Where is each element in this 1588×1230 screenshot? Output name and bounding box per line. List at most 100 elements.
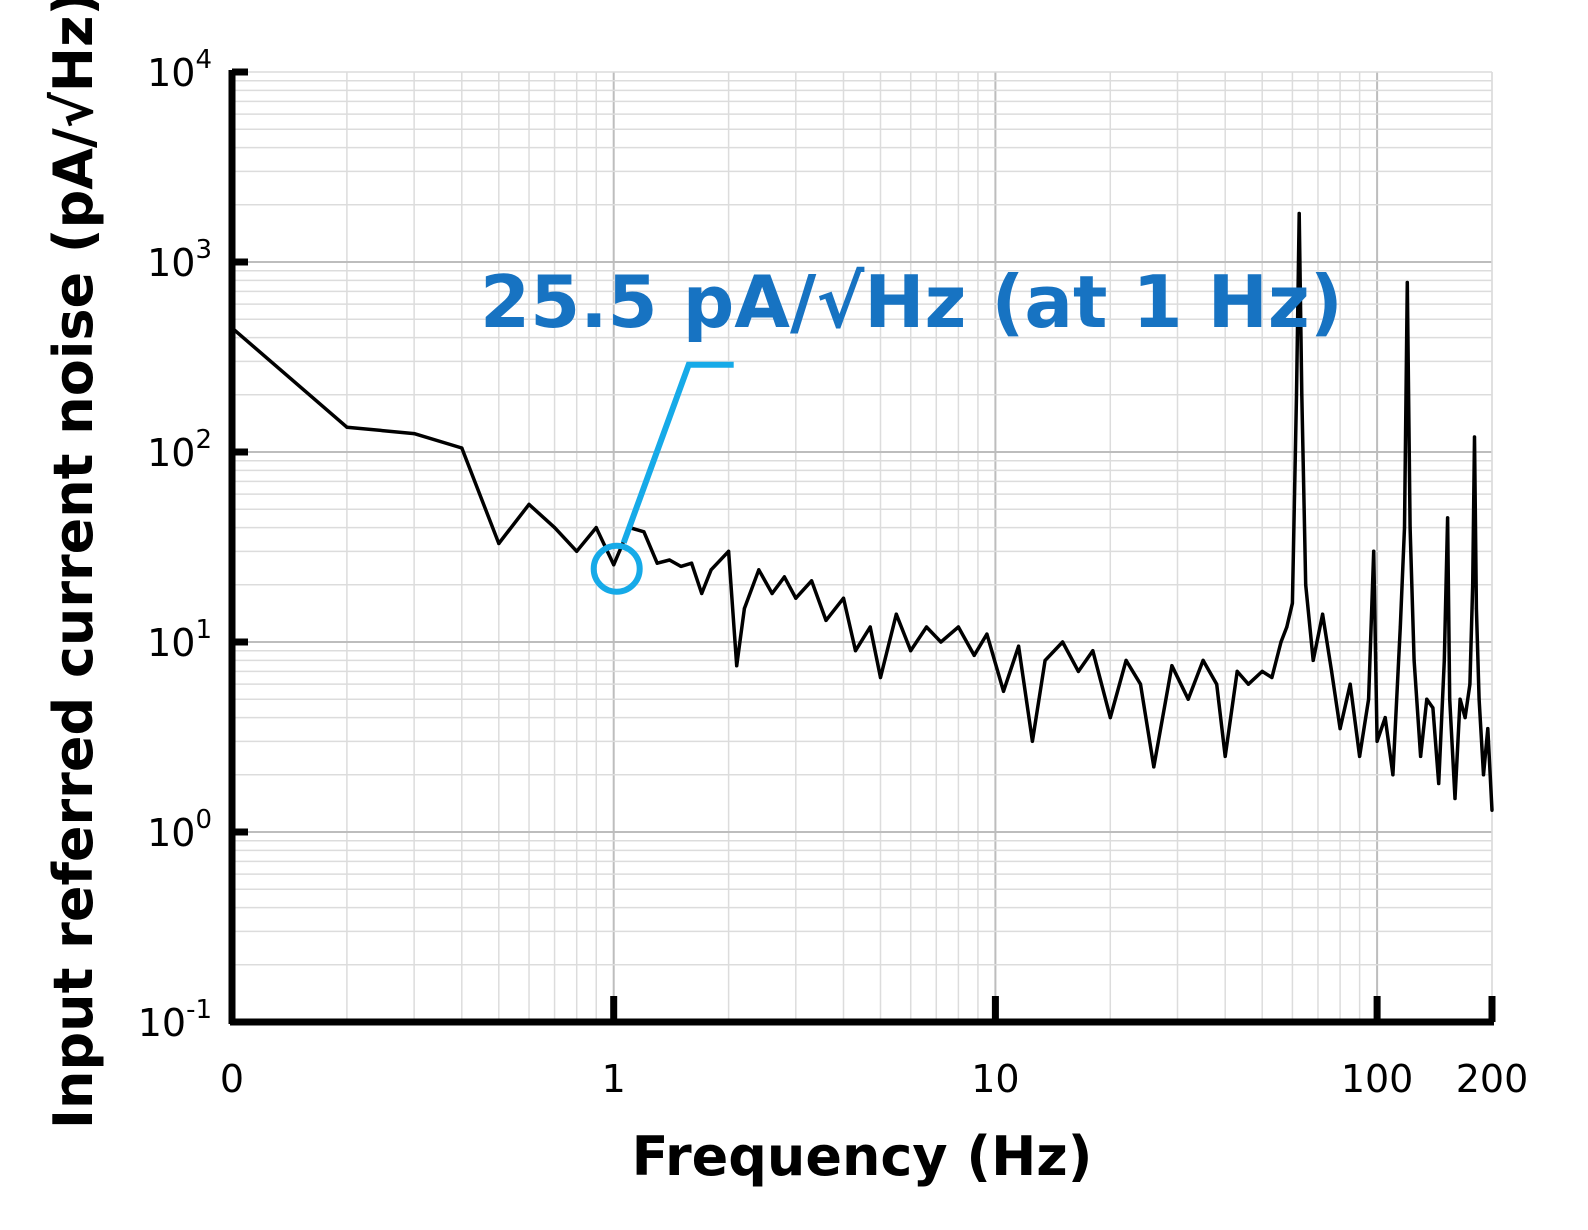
data-point [1215,682,1219,686]
annotation-label: 25.5 pA/√Hz (at 1 Hz) [480,260,1343,344]
x-ticks: 0 1 10 100 200 [220,996,1528,1101]
data-point [1391,773,1395,777]
data-point [956,625,961,629]
data-point [824,618,828,623]
data-point [460,446,464,450]
data-point [1235,669,1239,674]
data-point [1408,526,1412,530]
axes [228,70,1494,1026]
data-point [1186,697,1190,701]
data-point [770,591,774,596]
data-point [1108,716,1112,720]
data-point [1442,658,1446,663]
y-tick-label: 104 [147,45,212,95]
y-ticks: 10-1 100 101 102 103 104 [138,45,248,1045]
data-point [1481,773,1486,777]
data-point [1367,697,1371,701]
x-tick-label: 0 [220,1057,244,1101]
data-point [1472,435,1477,439]
data-point [1446,516,1450,520]
data-point [1405,280,1409,285]
y-tick-label: 102 [147,425,212,475]
series-layer [230,211,1494,813]
data-point [642,530,646,534]
data-point [1398,625,1402,629]
data-point [594,526,598,530]
data-point [878,675,883,680]
data-point [1091,649,1095,653]
data-point [1201,658,1205,663]
data-point [1425,697,1429,701]
annotation-marker [590,542,643,595]
x-tick-label: 100 [1341,1057,1414,1101]
data-point [1170,664,1174,668]
data-point [1474,606,1478,611]
x-axis-title: Frequency (Hz) [632,1125,1093,1188]
data-point [1348,682,1352,686]
grid [232,71,1493,1022]
x-tick-label: 200 [1456,1057,1529,1101]
data-point [1285,625,1289,629]
data-point [1458,697,1462,701]
data-point [1290,601,1294,605]
data-point [1471,583,1475,587]
data-point [412,432,416,436]
data-point [1372,549,1376,553]
data-point [1375,739,1379,743]
data-point [810,579,814,583]
data-point [853,649,858,653]
data-point [1304,583,1308,587]
y-tick-label: 10-1 [138,995,212,1045]
data-point [1061,640,1065,644]
data-point [690,561,694,565]
data-point [230,326,234,330]
data-point [1453,796,1457,801]
y-tick-label: 103 [147,235,212,285]
data-point [924,625,929,629]
data-point [1260,669,1264,674]
data-point [612,563,616,567]
data-point [1124,658,1128,663]
data-point [1279,640,1283,644]
data-point [1311,658,1315,663]
data-point [1076,669,1080,674]
data-point [757,568,761,572]
data-point [727,549,731,553]
data-point [1001,689,1006,693]
data-point [1468,682,1472,686]
data-point [782,575,787,579]
data-point [1448,697,1452,701]
data-point [1419,754,1423,759]
data-point [1358,754,1362,759]
data-point [1043,658,1047,663]
data-point [679,564,683,569]
data-point [1297,211,1301,216]
data-point [1437,781,1441,786]
data-point [1017,644,1021,648]
y-axis-title: Input referred current noise (pA/√Hz) [42,0,105,1129]
data-point [1402,526,1407,530]
data-point [709,568,713,572]
data-point [345,425,349,429]
data-point [700,591,704,596]
data-point [894,612,898,616]
data-point [1270,675,1274,680]
data-point [1486,727,1490,731]
data-point [1138,682,1143,686]
data-point [1412,658,1416,663]
x-tick-label: 10 [971,1057,1019,1101]
data-point [527,502,531,506]
annotation [590,361,734,595]
data-point [939,640,943,644]
data-point [794,596,798,600]
data-point [909,649,913,653]
data-point [1477,697,1481,701]
data-point [655,561,659,565]
y-tick-label: 101 [147,615,212,665]
data-point [985,632,989,636]
data-point [1300,393,1304,397]
data-point [1431,706,1435,710]
data-point [1294,393,1299,397]
data-point [868,625,872,629]
